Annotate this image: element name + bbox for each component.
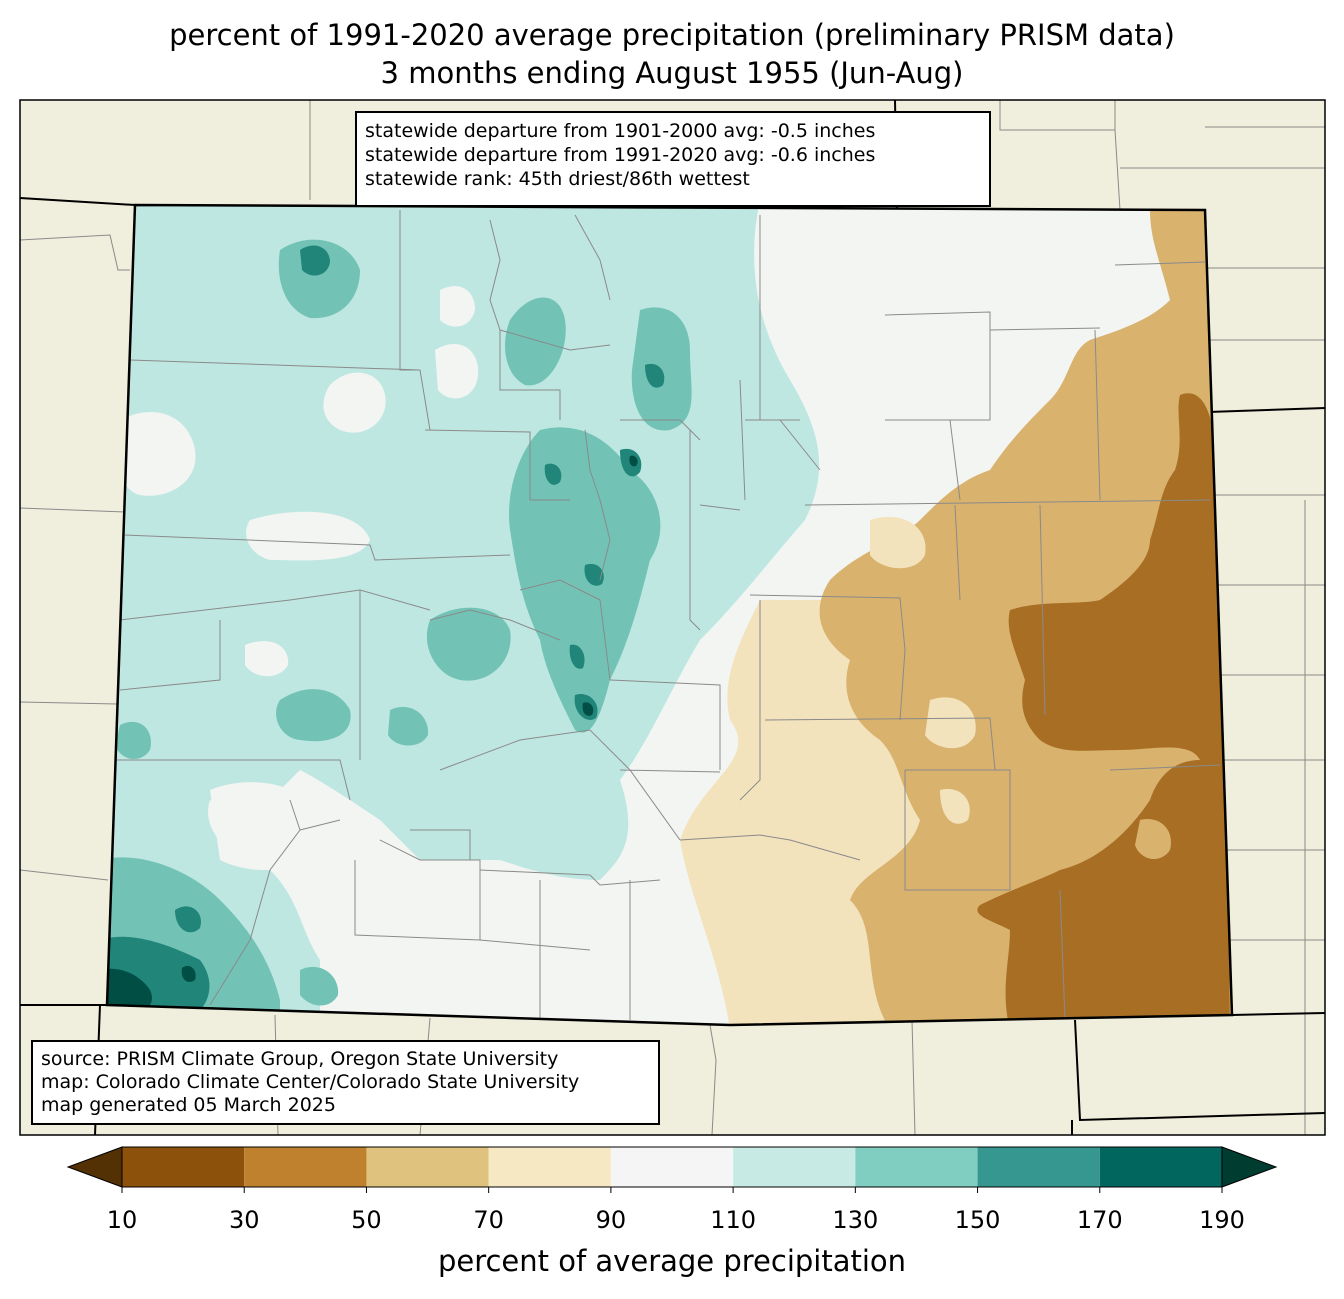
colorbar-label: percent of average precipitation xyxy=(437,1244,907,1278)
colorbar-segment xyxy=(733,1147,856,1187)
colorbar-extend-low xyxy=(66,1146,123,1188)
colorbar-tick-label: 110 xyxy=(710,1206,757,1234)
colorbar-tick-label: 130 xyxy=(832,1206,879,1234)
colorbar-extend-high xyxy=(1221,1146,1278,1188)
colorbar-border xyxy=(121,1146,1223,1188)
colorbar-tick-label: 150 xyxy=(954,1206,1001,1234)
source-box: source: PRISM Climate Group, Oregon Stat… xyxy=(31,1040,660,1125)
colorbar-segment xyxy=(1099,1147,1222,1187)
county-boundaries xyxy=(115,210,1221,1021)
stats-departure-1991-2020: statewide departure from 1991-2020 avg: … xyxy=(365,144,876,166)
map-frame-border xyxy=(19,99,1326,1136)
map-title-line1: percent of 1991-2020 average precipitati… xyxy=(169,18,1175,52)
map-credit-line: map: Colorado Climate Center/Colorado St… xyxy=(41,1071,580,1093)
generated-date-line: map generated 05 March 2025 xyxy=(41,1094,336,1116)
colorbar-tick-label: 10 xyxy=(106,1206,138,1234)
colorbar-segment xyxy=(855,1147,978,1187)
source-line: source: PRISM Climate Group, Oregon Stat… xyxy=(41,1048,559,1070)
colorbar-tick-label: 90 xyxy=(595,1206,627,1234)
neighbor-county-lines xyxy=(20,100,1325,1135)
colorbar-segment xyxy=(122,1147,245,1187)
colorbar-segment xyxy=(244,1147,367,1187)
colorbar-segment xyxy=(610,1147,734,1187)
stats-rank: statewide rank: 45th driest/86th wettest xyxy=(365,168,750,190)
statewide-stats-box: statewide departure from 1901-2000 avg: … xyxy=(355,111,991,207)
map-title-line2: 3 months ending August 1955 (Jun-Aug) xyxy=(380,56,964,90)
colorado-border xyxy=(105,203,1234,1027)
colorbar-tick-label: 170 xyxy=(1076,1206,1123,1234)
colorbar-tick-label: 70 xyxy=(473,1206,504,1234)
stats-departure-1901-2000: statewide departure from 1901-2000 avg: … xyxy=(365,120,876,142)
colorbar-segment xyxy=(366,1147,489,1187)
colorbar-tick-label: 190 xyxy=(1199,1206,1245,1234)
colorbar-tick-label: 30 xyxy=(228,1206,260,1234)
colorbar-segment xyxy=(488,1147,611,1187)
colorbar-segment xyxy=(977,1147,1100,1187)
colorbar-tick-label: 50 xyxy=(351,1206,382,1234)
precipitation-shading xyxy=(107,205,1232,1025)
colorbar xyxy=(66,1146,1278,1193)
